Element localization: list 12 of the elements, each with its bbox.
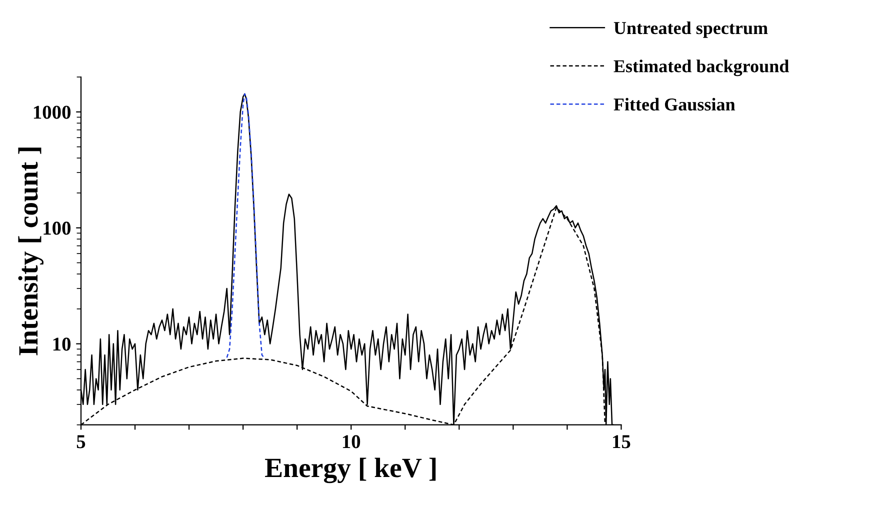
y-tick-label: 10 bbox=[53, 338, 71, 351]
legend-label: Estimated background bbox=[614, 60, 789, 76]
y-tick-label: 100 bbox=[44, 222, 71, 235]
y-axis-title: Intensity [ count ] bbox=[18, 148, 44, 356]
x-tick-label: 15 bbox=[613, 435, 630, 448]
x-tick-label: 5 bbox=[76, 435, 86, 448]
legend-label: Fitted Gaussian bbox=[614, 98, 736, 111]
x-axis-title: Energy [ keV ] bbox=[265, 458, 436, 484]
legend-label: Untreated spectrum bbox=[614, 21, 768, 38]
line-series bbox=[226, 93, 266, 359]
x-tick-label: 10 bbox=[342, 435, 360, 448]
y-tick-label: 1000 bbox=[34, 106, 71, 119]
